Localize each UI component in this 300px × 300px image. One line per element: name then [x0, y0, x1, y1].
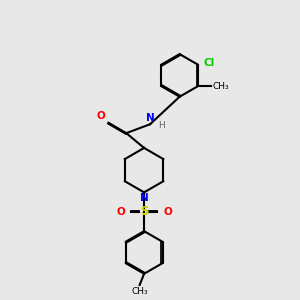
Text: O: O — [96, 111, 105, 121]
Text: H: H — [158, 121, 165, 130]
Text: Cl: Cl — [203, 58, 214, 68]
Text: S: S — [140, 205, 148, 218]
Text: O: O — [116, 207, 125, 217]
Text: CH₃: CH₃ — [131, 287, 148, 296]
Text: N: N — [140, 193, 148, 203]
Text: CH₃: CH₃ — [213, 82, 230, 91]
Text: O: O — [163, 207, 172, 217]
Text: N: N — [146, 113, 154, 123]
